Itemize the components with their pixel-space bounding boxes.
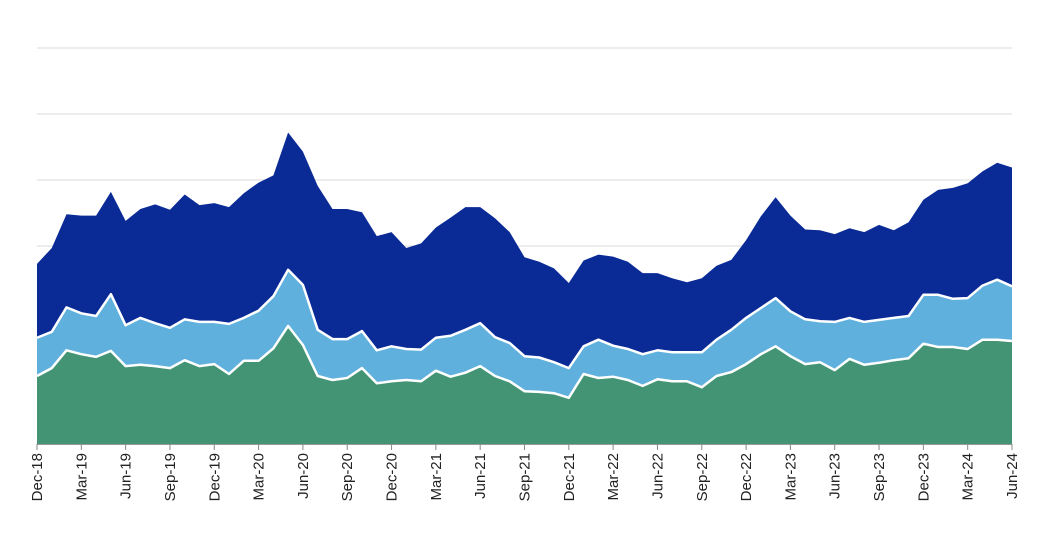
x-tick-label: Sep-22 — [694, 453, 711, 501]
area-series — [36, 132, 1013, 444]
x-tick-label: Dec-21 — [561, 453, 578, 501]
x-tick-label: Dec-22 — [738, 453, 755, 501]
x-tick-label: Mar-22 — [605, 453, 622, 501]
x-tick-label: Mar-24 — [960, 453, 977, 501]
x-tick-label: Mar-19 — [73, 453, 90, 501]
x-tick-label: Sep-19 — [162, 453, 179, 501]
x-tick-label: Jun-22 — [649, 453, 666, 499]
separator-line-bottom — [36, 324, 1013, 400]
x-tick-label: Mar-20 — [251, 453, 268, 501]
x-tick-label: Dec-23 — [915, 453, 932, 501]
x-tick-label: Jun-21 — [472, 453, 489, 499]
x-tick-label: Dec-18 — [29, 453, 46, 501]
area-middle — [37, 269, 1012, 398]
x-tick-label: Dec-19 — [206, 453, 223, 501]
x-tick-label: Mar-21 — [428, 453, 445, 501]
x-tick-label: Dec-20 — [384, 453, 401, 501]
x-tick-label: Jun-20 — [295, 453, 312, 499]
x-tick-label: Sep-20 — [339, 453, 356, 501]
area-top — [37, 132, 1012, 369]
x-tick-label: Jun-24 — [1004, 453, 1021, 499]
separator-line-middle — [36, 268, 1013, 370]
x-tick-label: Mar-23 — [782, 453, 799, 501]
x-tick-label: Jun-23 — [827, 453, 844, 499]
x-tick-label: Sep-23 — [871, 453, 888, 501]
area-bottom — [37, 325, 1012, 444]
x-tick-label: Jun-19 — [118, 453, 135, 499]
x-axis: Dec-18 Mar-19 Jun-19 Sep-19 Dec-19 Mar-20 Jun-… — [29, 444, 1021, 501]
x-tick-label: Sep-21 — [517, 453, 534, 501]
